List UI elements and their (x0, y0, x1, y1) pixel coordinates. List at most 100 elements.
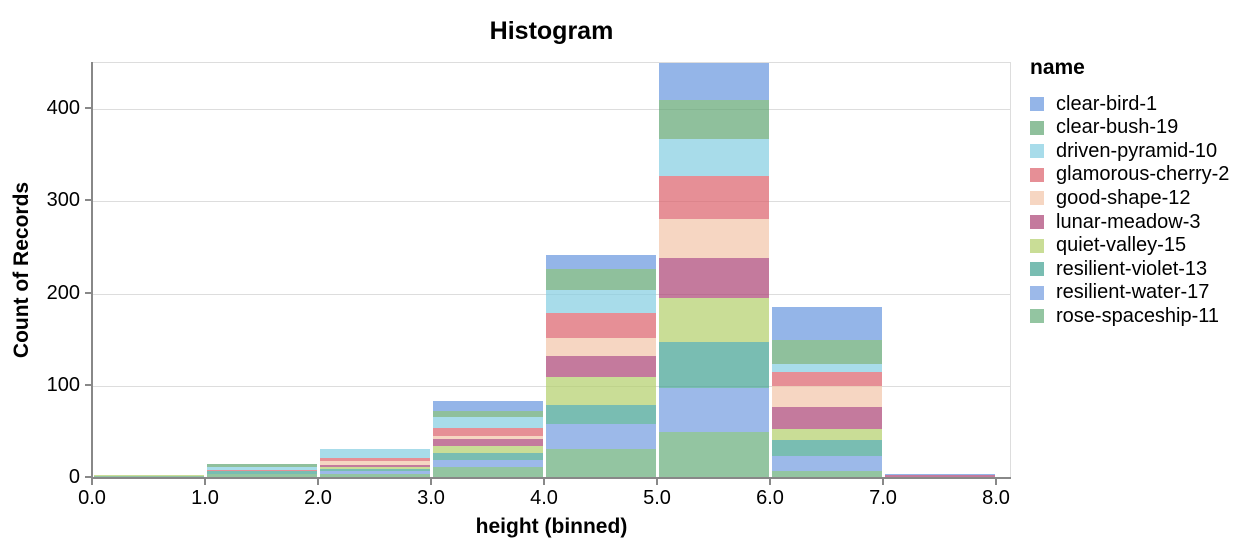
bar-segment (432, 410, 543, 418)
bar-segment (432, 466, 543, 477)
legend-item-label: quiet-valley-15 (1056, 234, 1187, 257)
bar-segment (432, 453, 543, 461)
legend-item: resilient-violet-13 (1030, 257, 1207, 281)
bar-segment (545, 268, 656, 290)
bar-segment (658, 342, 769, 388)
legend-swatch (1030, 262, 1044, 277)
legend-item: quiet-valley-15 (1030, 234, 1186, 258)
bar-segment (545, 289, 656, 313)
legend-item-label: resilient-violet-13 (1056, 257, 1208, 280)
bar-segment (771, 385, 882, 407)
legend-swatch (1030, 144, 1044, 159)
y-tick-mark (85, 291, 91, 294)
bar-segment (206, 474, 317, 477)
y-tick-mark (85, 383, 91, 386)
bar-segment (319, 465, 430, 467)
legend-item-label: clear-bush-19 (1056, 116, 1179, 139)
x-tick-label: 7.0 (869, 487, 897, 509)
y-tick-mark (85, 199, 91, 202)
y-tick-label: 0 (68, 466, 80, 488)
bar-segment (771, 440, 882, 456)
legend-swatch (1030, 191, 1044, 206)
legend-swatch (1030, 285, 1044, 300)
bar-segment (319, 449, 430, 458)
legend-title: name (1030, 56, 1085, 79)
bar-segment (432, 428, 543, 436)
bar-segment (206, 464, 317, 467)
x-tick-mark (91, 479, 93, 485)
legend-swatch (1030, 215, 1044, 229)
legend-item-label: resilient-water-17 (1056, 281, 1210, 304)
bar-segment (432, 417, 543, 429)
legend-swatch (1030, 309, 1044, 324)
bar-segment (432, 460, 543, 467)
bar-segment (771, 339, 882, 364)
bar-segment (658, 218, 769, 259)
x-tick-label: 5.0 (643, 487, 671, 509)
legend-item: driven-pyramid-10 (1030, 139, 1217, 163)
x-tick-mark (995, 479, 997, 485)
bar-segment (206, 471, 317, 475)
bar-segment (319, 471, 430, 475)
y-axis-line (91, 62, 93, 477)
bar-segment (771, 455, 882, 472)
x-tick-mark (543, 479, 545, 485)
legend-item-label: lunar-meadow-3 (1056, 210, 1201, 233)
bar-segment (319, 457, 430, 462)
bar-segment (658, 298, 769, 343)
legend-item-label: driven-pyramid-10 (1056, 139, 1218, 162)
bar-segment (319, 474, 430, 477)
bar-segment (884, 474, 995, 476)
bar-segment (432, 439, 543, 446)
legend-swatch (1030, 97, 1044, 111)
legend-item: clear-bird-1 (1030, 92, 1157, 116)
bar-segment (545, 449, 656, 477)
bar-segment (771, 363, 882, 372)
x-tick-mark (204, 479, 206, 485)
x-tick-label: 1.0 (191, 487, 219, 509)
legend-item: lunar-meadow-3 (1030, 210, 1201, 234)
bar-segment (658, 62, 769, 100)
x-tick-label: 8.0 (982, 487, 1010, 509)
bar-segment (545, 356, 656, 378)
x-tick-mark (317, 479, 319, 485)
x-tick-mark (769, 479, 771, 485)
bar-segment (658, 431, 769, 477)
bar-segment (771, 307, 882, 340)
bar-segment (206, 466, 317, 470)
x-axis-line (91, 477, 1011, 479)
legend-item: glamorous-cherry-2 (1030, 163, 1229, 187)
legend-item-label: rose-spaceship-11 (1056, 304, 1220, 327)
bar-segment (545, 254, 656, 269)
y-tick-label: 400 (46, 97, 80, 120)
legend-swatch (1030, 120, 1044, 135)
bar-segment (545, 337, 656, 357)
bar-segment (545, 312, 656, 338)
x-tick-label: 0.0 (78, 487, 106, 509)
bar-segment (545, 423, 656, 450)
x-tick-mark (882, 479, 884, 485)
x-tick-label: 2.0 (304, 487, 332, 509)
bar-segment (658, 387, 769, 432)
legend-item: resilient-water-17 (1030, 281, 1209, 305)
x-tick-mark (656, 479, 658, 485)
bar-segment (771, 429, 882, 441)
bar-segment (319, 466, 430, 469)
plot-area (92, 62, 1011, 477)
x-tick-label: 4.0 (530, 487, 558, 509)
bar-segment (206, 469, 317, 472)
x-tick-mark (430, 479, 432, 485)
bar-segment (884, 475, 995, 477)
legend-item-label: glamorous-cherry-2 (1056, 163, 1230, 186)
bar-segment (658, 99, 769, 139)
bar-segment (432, 435, 543, 440)
bar-segment (93, 475, 204, 477)
y-grid-line (92, 109, 1010, 111)
bar-segment (545, 377, 656, 406)
bar-segment (93, 476, 204, 477)
y-tick-mark (85, 476, 91, 478)
bar-segment (658, 258, 769, 299)
bar-segment (432, 445, 543, 454)
chart-title: Histogram (489, 17, 614, 45)
